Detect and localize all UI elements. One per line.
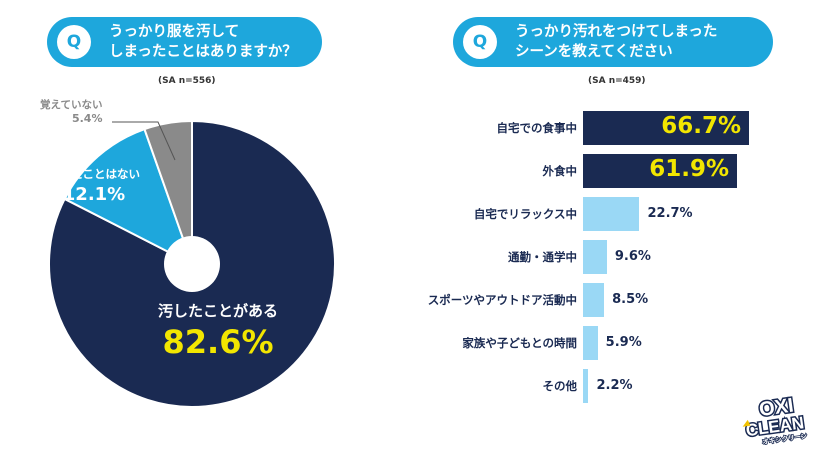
pie-label-have-text: 汚したことがある	[158, 302, 279, 320]
pie-label-never: 汚したことはない 12.1%	[48, 166, 140, 205]
bar-category-label: 外食中	[542, 164, 578, 178]
bar-value-label: 61.9%	[649, 156, 730, 182]
oxiclean-logo: OXI CLEAN オキシクリーン	[742, 393, 809, 447]
pie-value-never: 12.1%	[62, 184, 126, 205]
logo-text-line1: OXI	[758, 395, 795, 422]
pie-label-have: 汚したことがある 82.6%	[158, 300, 278, 361]
pie-label-not-remember: 覚えていない 5.4%	[40, 98, 102, 126]
right-question-line1: うっかり汚れをつけてしまった	[515, 24, 718, 40]
right-sample-note: (SA n=459)	[588, 76, 646, 86]
bar-category-label: 通勤・通学中	[508, 250, 577, 264]
pie-slice-not-remember	[143, 119, 193, 265]
pie-label-never-text: 汚したことはない	[48, 167, 140, 181]
left-question-line1: うっかり服を汚して	[109, 24, 240, 40]
left-question-banner: Q うっかり服を汚して しまったことはありますか？	[47, 17, 322, 67]
bar	[583, 197, 640, 231]
bar-value-label: 9.6%	[614, 249, 651, 264]
pie-value-have: 82.6%	[162, 323, 274, 361]
right-question-line2: シーンを教えてください	[515, 44, 673, 60]
bar-category-label: 自宅での食事中	[496, 121, 578, 135]
right-question-text: うっかり汚れをつけてしまった シーンを教えてください	[515, 22, 717, 62]
pie-slice-never	[63, 127, 194, 267]
logo-spark-icon	[742, 419, 751, 427]
bar-value-label: 22.7%	[647, 206, 693, 221]
bar-category-label: 自宅でリラックス中	[473, 207, 577, 221]
bar	[583, 240, 607, 274]
bar	[583, 111, 749, 145]
bar-value-label: 2.2%	[596, 378, 633, 393]
bar-category-label: スポーツやアウトドア活動中	[427, 293, 577, 307]
right-question-banner: Q うっかり汚れをつけてしまった シーンを教えてください	[453, 17, 773, 67]
bar	[583, 326, 598, 360]
bar-value-label: 8.5%	[612, 292, 649, 307]
left-question-text: うっかり服を汚して しまったことはありますか？	[109, 22, 297, 62]
bar-value-label: 5.9%	[605, 335, 642, 350]
pie-leader-line	[112, 121, 176, 161]
question-mark-icon: Q	[463, 25, 497, 59]
bar	[583, 369, 589, 403]
pie-slice-have	[48, 119, 336, 408]
bar-category-label: 家族や子どもとの時間	[462, 336, 577, 350]
bar-category-label: その他	[542, 379, 578, 393]
question-mark-icon: Q	[57, 25, 91, 59]
bar	[583, 154, 738, 188]
left-sample-note: (SA n=556)	[158, 76, 216, 86]
pie-value-not-remember: 5.4%	[71, 112, 103, 125]
left-question-line2: しまったことはありますか？	[109, 44, 297, 60]
donut-hole	[164, 236, 220, 292]
bar-value-label: 66.7%	[661, 113, 741, 139]
bar	[583, 283, 605, 317]
pie-label-not-remember-text: 覚えていない	[40, 99, 103, 111]
